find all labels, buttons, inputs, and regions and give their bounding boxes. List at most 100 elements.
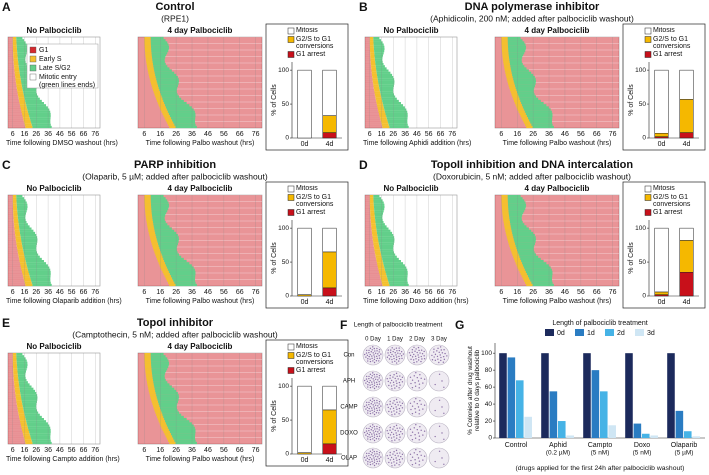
colony: [376, 350, 378, 352]
heatmap-late-s: [515, 86, 535, 90]
heatmap-g1: [365, 54, 371, 57]
colony: [419, 451, 421, 453]
heatmap-late-s: [376, 69, 389, 72]
colony: [380, 456, 382, 458]
colony: [387, 352, 389, 354]
x-tick-label: 26: [172, 289, 180, 296]
heatmap-g1: [8, 381, 15, 384]
heatmap-early-s: [24, 439, 32, 442]
heatmap-early-s: [18, 255, 25, 258]
heatmap-late-s: [155, 234, 178, 237]
heatmap-late-s: [16, 201, 27, 204]
bar-segment: [679, 227, 694, 241]
heatmap-early-s: [525, 281, 532, 284]
heatmap-g1: [365, 47, 370, 51]
heatmap-g1: [8, 394, 16, 397]
heatmap-late-s: [27, 110, 51, 113]
heatmap-late-s: [374, 50, 385, 53]
heatmap-g1: [365, 63, 371, 66]
phase-legend-frame: [26, 43, 99, 89]
legend-label: 3d: [647, 330, 655, 337]
heatmap-early-s: [166, 437, 174, 440]
colony: [368, 381, 370, 384]
colony: [389, 434, 392, 436]
plot-title: No Palbociclib: [26, 26, 81, 35]
bar-segment: [322, 251, 337, 289]
heatmap-late-s: [525, 112, 553, 116]
heatmap-g1: [365, 238, 373, 241]
colony: [369, 461, 371, 463]
heatmap-early-s: [18, 95, 25, 98]
heatmap-late-s: [374, 54, 384, 57]
bar-segment: [679, 99, 694, 133]
heatmap-late-s: [31, 121, 51, 124]
heatmap-early-s: [144, 45, 152, 48]
heatmap-late-s: [150, 359, 169, 362]
heatmap-early-s: [162, 270, 169, 274]
heatmap-late-s: [509, 63, 523, 66]
colony: [394, 464, 396, 466]
heatmap-early-s: [24, 279, 32, 282]
colony: [399, 452, 401, 454]
heatmap-early-s: [372, 238, 379, 241]
heatmap-early-s: [148, 387, 155, 390]
heatmap-early-s: [13, 210, 18, 213]
panel-title: TopoI inhibitor: [137, 317, 214, 329]
heatmap-g1: [365, 106, 378, 109]
legend-label-box: G1 arrest: [296, 367, 325, 374]
heatmap-early-s: [152, 86, 159, 90]
heatmap-early-s: [526, 283, 533, 287]
panel-subtitle: (RPE1): [161, 13, 189, 23]
heatmap-late-s: [169, 115, 196, 118]
legend-label: Mitosis: [296, 27, 318, 34]
heatmap-early-s: [519, 270, 526, 274]
heatmap-early-s: [525, 123, 532, 126]
heatmap-early-s: [24, 281, 32, 284]
colony: [366, 457, 369, 460]
colony: [391, 358, 393, 361]
legend-label: G2/S to G1 conversions: [296, 351, 334, 367]
colony: [423, 430, 426, 432]
heatmap-late-s: [158, 86, 178, 90]
plate-row-label: DOXO: [340, 431, 358, 437]
heatmap-g1: [365, 197, 370, 200]
colony: [376, 425, 378, 428]
colony: [372, 404, 374, 406]
heatmap-late-s: [18, 379, 27, 382]
phase-legend-label: G1: [39, 47, 48, 54]
colony: [415, 372, 417, 374]
heatmap-late-s: [157, 240, 179, 243]
heatmap-early-s: [164, 275, 171, 278]
heatmap-late-s: [376, 227, 389, 230]
colony: [398, 355, 400, 358]
colony: [413, 375, 415, 377]
colony: [366, 427, 368, 430]
heatmap-early-s: [145, 52, 152, 55]
colony: [414, 437, 417, 439]
heatmap-early-s: [375, 97, 382, 100]
heatmap-late-s: [384, 108, 407, 111]
colony: [400, 430, 402, 433]
colony: [393, 348, 395, 351]
colony: [368, 377, 370, 380]
plate: [406, 447, 428, 469]
colony: [369, 373, 372, 376]
colony: [389, 459, 392, 461]
heatmap-early-s: [504, 227, 512, 230]
x-axis-label: Time following Palbo washout (hrs): [146, 140, 255, 147]
colony: [396, 434, 398, 437]
heatmap-early-s: [16, 242, 22, 245]
heatmap-late-s: [19, 389, 36, 393]
colony: [372, 455, 374, 457]
x-tick-label: 76: [448, 131, 456, 138]
heatmap-late-s: [381, 255, 397, 258]
heatmap-late-s: [526, 115, 553, 118]
heatmap-early-s: [145, 58, 153, 61]
plot-title: 4 day Palbociclib: [525, 184, 590, 193]
colony: [419, 352, 421, 354]
colony: [373, 434, 376, 436]
heatmap-late-s: [18, 223, 28, 226]
heatmap-late-s: [19, 229, 34, 232]
colony: [378, 460, 381, 462]
colony: [438, 450, 441, 453]
